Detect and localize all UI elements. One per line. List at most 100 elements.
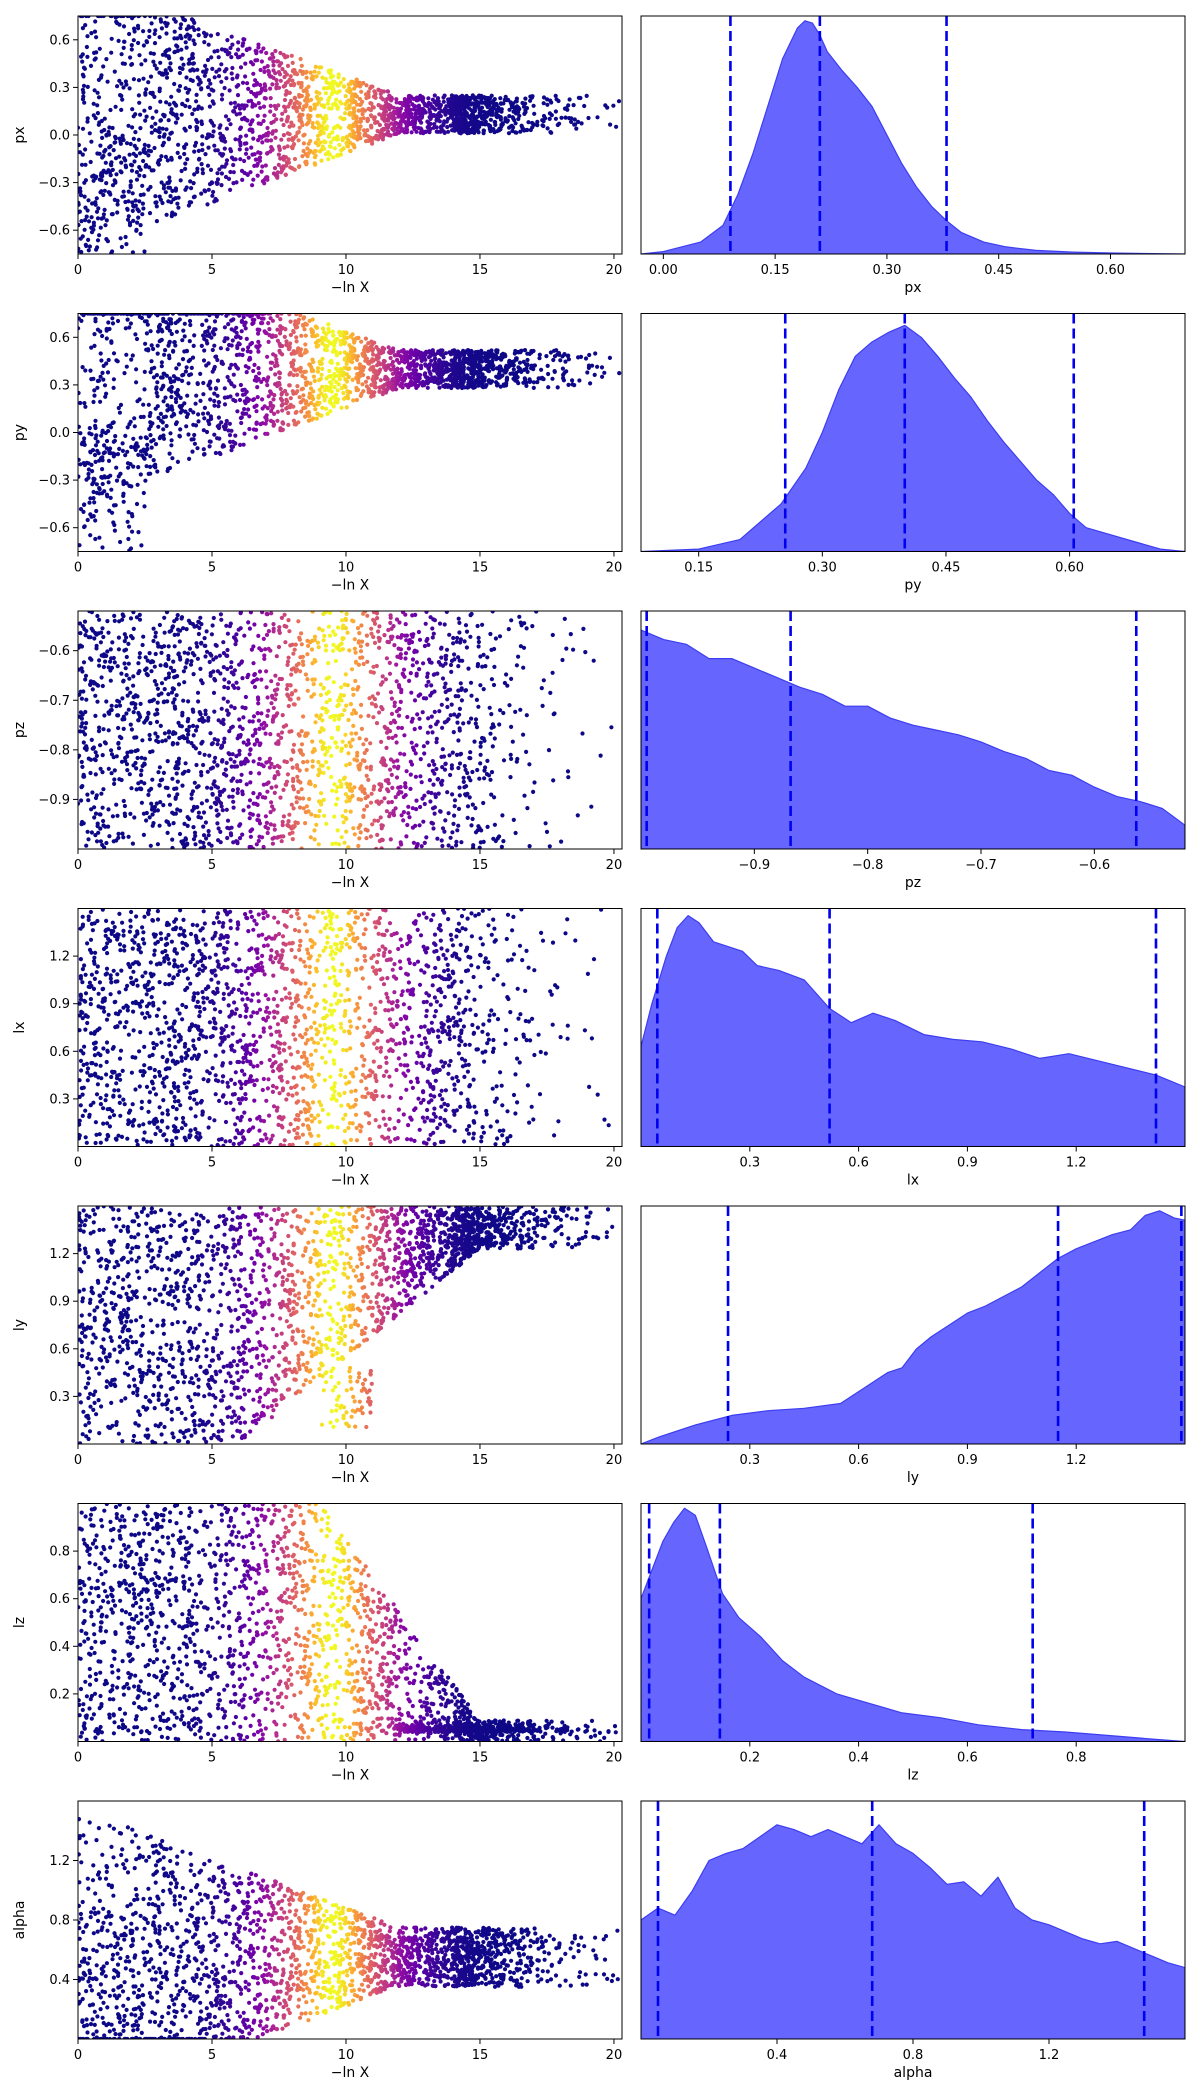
- sample-point: [258, 67, 263, 73]
- sample-point: [210, 623, 215, 628]
- sample-point: [95, 90, 100, 95]
- sample-point: [381, 126, 386, 132]
- sample-point: [152, 63, 157, 68]
- sample-point: [142, 108, 147, 113]
- sample-point: [190, 355, 196, 360]
- sample-point: [327, 368, 332, 374]
- sample-point: [265, 138, 270, 143]
- sample-point: [222, 85, 227, 91]
- sample-point: [353, 731, 359, 736]
- sample-point: [156, 415, 161, 420]
- sample-point: [225, 38, 230, 43]
- sample-point: [335, 137, 340, 142]
- sample-point: [326, 388, 331, 393]
- sample-point: [178, 26, 183, 31]
- sample-point: [182, 334, 187, 339]
- sample-point: [195, 169, 200, 174]
- sample-point: [234, 313, 239, 316]
- sample-point: [324, 376, 329, 381]
- sample-point: [164, 31, 169, 36]
- sample-point: [130, 16, 135, 21]
- sample-point: [146, 80, 151, 85]
- sample-point: [295, 72, 300, 77]
- sample-point: [148, 454, 153, 459]
- sample-point: [199, 191, 204, 196]
- sample-point: [214, 808, 219, 813]
- sample-point: [92, 50, 97, 56]
- sample-point: [200, 322, 205, 327]
- sample-point: [217, 167, 222, 172]
- sample-point: [507, 107, 512, 112]
- sample-point: [316, 343, 321, 348]
- sample-point: [82, 524, 87, 529]
- sample-point: [222, 325, 227, 330]
- trace-py-frame: [77, 313, 623, 552]
- sample-point: [138, 112, 143, 117]
- sample-point: [102, 207, 107, 212]
- sample-point: [403, 382, 408, 387]
- sample-point: [499, 122, 504, 127]
- sample-point: [305, 759, 310, 764]
- sample-point: [268, 74, 273, 79]
- sample-point: [183, 103, 188, 109]
- sample-point: [93, 116, 98, 121]
- sample-point: [118, 539, 123, 545]
- sample-point: [229, 155, 235, 160]
- sample-point: [281, 164, 286, 169]
- sample-point: [93, 436, 98, 441]
- sample-point: [339, 367, 344, 372]
- sample-point: [152, 31, 157, 36]
- sample-point: [337, 377, 342, 382]
- sample-point: [251, 136, 256, 141]
- sample-point: [259, 49, 264, 54]
- sample-point: [371, 634, 376, 640]
- sample-point: [485, 113, 490, 119]
- sample-point: [434, 102, 439, 107]
- sample-point: [205, 202, 210, 207]
- sample-point: [159, 681, 165, 686]
- sample-point: [108, 144, 113, 149]
- sample-point: [166, 199, 171, 204]
- sample-point: [166, 185, 171, 190]
- sample-point: [339, 685, 344, 690]
- sample-point: [192, 441, 197, 446]
- sample-point: [229, 327, 234, 332]
- sample-point: [100, 491, 105, 496]
- sample-point: [224, 623, 229, 628]
- sample-point: [358, 102, 363, 107]
- sample-point: [231, 372, 236, 377]
- sample-point: [140, 183, 145, 188]
- sample-point: [104, 237, 109, 242]
- sample-point: [428, 354, 433, 359]
- sample-point: [222, 386, 227, 391]
- sample-point: [319, 391, 324, 396]
- sample-point: [94, 209, 100, 214]
- sample-point: [94, 174, 99, 179]
- sample-point: [115, 359, 120, 364]
- sample-point: [285, 144, 290, 149]
- sample-point: [417, 823, 422, 828]
- sample-point: [195, 120, 200, 125]
- sample-point: [185, 393, 190, 398]
- sample-point: [356, 128, 361, 133]
- sample-point: [252, 317, 257, 322]
- sample-point: [350, 377, 355, 382]
- sample-point: [263, 84, 268, 89]
- sample-point: [128, 183, 133, 188]
- trace-px-xtick-label: 0: [74, 263, 82, 278]
- sample-point: [227, 366, 232, 371]
- trace-px-xtick-label: 10: [338, 263, 355, 278]
- sample-point: [279, 137, 284, 142]
- sample-point: [153, 465, 158, 470]
- sample-point: [167, 102, 172, 107]
- sample-point: [416, 125, 421, 131]
- sample-point: [277, 380, 282, 386]
- sample-point: [427, 778, 432, 783]
- sample-point: [146, 153, 151, 158]
- sample-point: [330, 74, 335, 79]
- sample-point: [607, 355, 613, 360]
- sample-point: [545, 97, 550, 102]
- sample-point: [166, 118, 171, 123]
- sample-point: [212, 49, 217, 54]
- sample-point: [563, 115, 568, 120]
